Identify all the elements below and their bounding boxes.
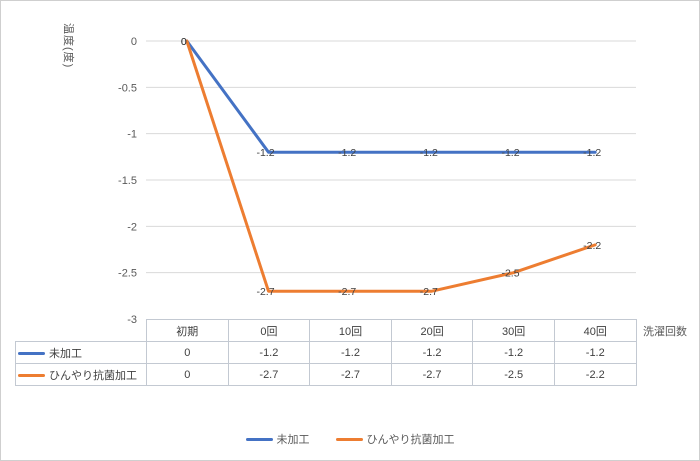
svg-text:-1.2: -1.2 [338,147,356,159]
table-cell: -1.2 [390,341,474,364]
table-cell: -2.5 [472,363,555,386]
svg-text:-1.5: -1.5 [118,175,137,187]
svg-text:-1: -1 [127,129,137,141]
svg-text:0: 0 [131,36,137,48]
table-header-row: 初期 0回 10回 20回 30回 40回 [16,319,637,342]
series2-line-swatch [18,374,45,378]
legend-label: ひんやり抗菌加工 [366,434,455,446]
series-label: 未加工 [49,347,82,360]
table-cell: -1.2 [309,341,392,364]
svg-text:-2: -2 [127,221,137,233]
legend-label: 未加工 [276,434,310,446]
table-cell: -1.2 [227,341,311,364]
svg-text:0: 0 [181,36,187,48]
table-row-series1: 未加工 0 -1.2 -1.2 -1.2 -1.2 -1.2 [15,341,637,364]
svg-text:-1.2: -1.2 [256,147,274,159]
table-header-cell: 40回 [553,319,637,342]
table-corner-cell [16,320,147,342]
svg-text:0: 0 [181,36,187,48]
svg-text:-2.7: -2.7 [338,286,356,298]
legend-item-series2: ひんやり抗菌加工 [335,431,455,447]
table-cell: -1.2 [553,341,637,364]
table-cell: -2.7 [227,363,311,386]
series-label-cell: 未加工 [15,341,147,364]
svg-text:-2.5: -2.5 [501,268,519,280]
svg-text:-1.2: -1.2 [501,147,519,159]
y-axis-title: 温度(度) [62,23,74,69]
svg-text:-2.7: -2.7 [256,286,274,298]
table-header-cell: 20回 [390,319,474,342]
table-header-cell: 30回 [472,319,555,342]
legend-line-swatch-series1 [245,437,273,441]
svg-text:-0.5: -0.5 [118,82,137,94]
table-header-cell: 0回 [227,319,311,342]
table-header-cell: 初期 [146,319,229,342]
chart-legend: 未加工 ひんやり抗菌加工 [1,431,699,447]
table-cell: -2.7 [390,363,474,386]
svg-text:-2.2: -2.2 [583,240,601,252]
svg-text:-2.5: -2.5 [118,268,137,280]
series-label: ひんやり抗菌加工 [49,369,137,382]
table-cell: -1.2 [472,341,555,364]
table-header-cell: 10回 [309,319,392,342]
svg-text:-2.7: -2.7 [420,286,438,298]
table-row-series2: ひんやり抗菌加工 0 -2.7 -2.7 -2.7 -2.5 -2.2 [15,363,637,386]
data-table: 初期 0回 10回 20回 30回 40回 未加工 0 -1.2 -1.2 -1… [15,319,637,386]
table-cell: -2.7 [309,363,392,386]
table-cell: 0 [146,341,229,364]
svg-text:-1.2: -1.2 [420,147,438,159]
legend-item-series1: 未加工 [245,431,310,447]
table-cell: 0 [146,363,229,386]
series1-line-swatch [18,352,45,356]
x-axis-title: 洗濯回数 [643,326,687,338]
svg-text:-3: -3 [127,314,137,326]
svg-text:-1.2: -1.2 [583,147,601,159]
series-label-cell: ひんやり抗菌加工 [15,363,147,386]
table-cell: -2.2 [553,363,637,386]
legend-line-swatch-series2 [335,437,363,441]
